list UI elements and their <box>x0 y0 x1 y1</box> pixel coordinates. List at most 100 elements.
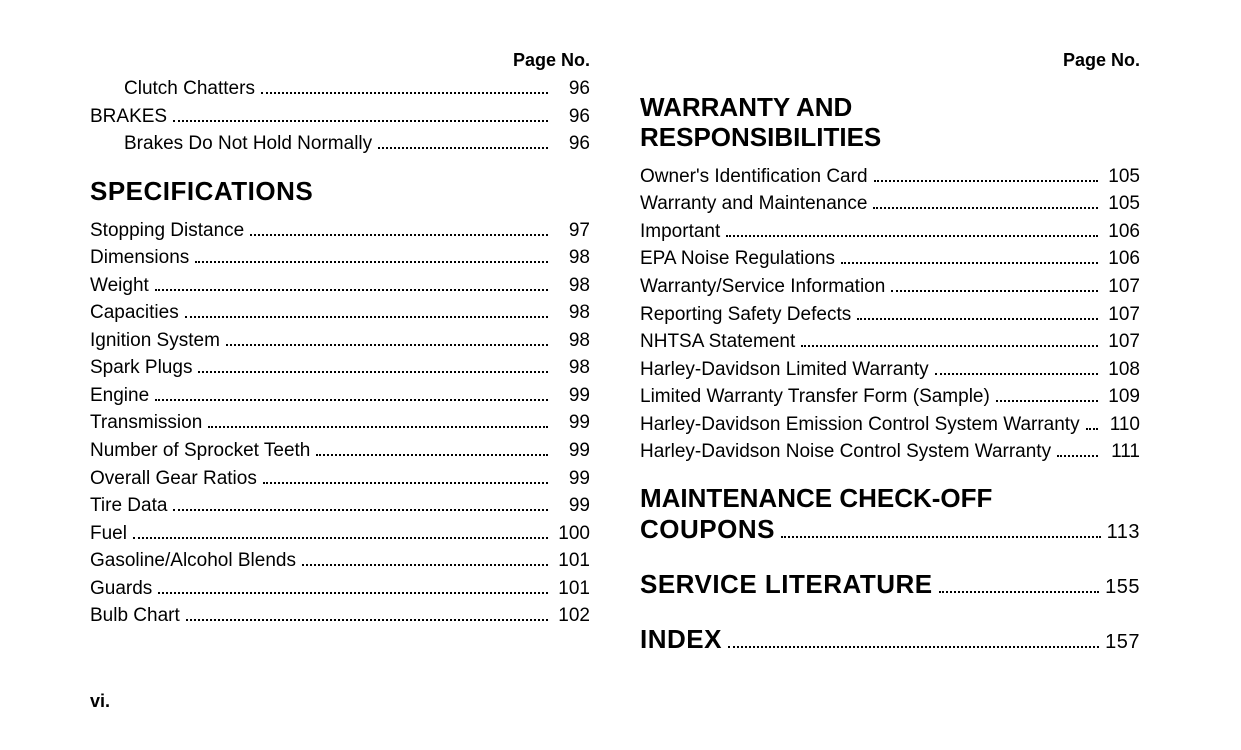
toc-page-num: 155 <box>1105 576 1140 599</box>
dot-leader <box>226 344 548 346</box>
dot-leader <box>185 316 548 318</box>
toc-page-num: 105 <box>1104 190 1140 218</box>
toc-line: Harley-Davidson Limited Warranty108 <box>640 356 1140 384</box>
toc-line: Fuel100 <box>90 520 590 548</box>
toc-label: Important <box>640 218 720 246</box>
toc-page-num: 98 <box>554 327 590 355</box>
dot-leader <box>263 482 548 484</box>
dot-leader <box>155 289 548 291</box>
toc-label: Bulb Chart <box>90 602 180 630</box>
toc-page-num: 107 <box>1104 273 1140 301</box>
toc-line: Engine 99 <box>90 382 590 410</box>
dot-leader <box>935 373 1098 375</box>
dot-leader <box>857 318 1098 320</box>
toc-line: Transmission 99 <box>90 409 590 437</box>
dot-leader <box>155 399 548 401</box>
dot-leader <box>1057 455 1098 457</box>
toc-page-num: 102 <box>554 602 590 630</box>
toc-page-num: 110 <box>1104 411 1140 439</box>
warranty-heading-line1: WARRANTY AND <box>640 92 852 122</box>
toc-line: Warranty and Maintenance 105 <box>640 190 1140 218</box>
toc-label: Limited Warranty Transfer Form (Sample) <box>640 383 990 411</box>
toc-line: Bulb Chart 102 <box>90 602 590 630</box>
toc-label: Reporting Safety Defects <box>640 301 851 329</box>
toc-page-num: 106 <box>1104 245 1140 273</box>
dot-leader <box>158 592 548 594</box>
warranty-heading-line2: RESPONSIBILITIES <box>640 122 881 152</box>
toc-page-num: 99 <box>554 409 590 437</box>
dot-leader <box>198 371 548 373</box>
dot-leader <box>316 454 548 456</box>
toc-label: Transmission <box>90 409 202 437</box>
toc-label: Engine <box>90 382 149 410</box>
dot-leader <box>728 646 1099 648</box>
toc-page-num: 96 <box>554 103 590 131</box>
service-literature-heading: SERVICE LITERATURE 155 <box>640 569 1140 600</box>
right-column: Page No. WARRANTY AND RESPONSIBILITIES O… <box>640 50 1140 750</box>
toc-line: Important 106 <box>640 218 1140 246</box>
warranty-heading: WARRANTY AND RESPONSIBILITIES <box>640 93 1140 153</box>
toc-label: Clutch Chatters <box>124 75 255 103</box>
toc-label: Spark Plugs <box>90 354 192 382</box>
maintenance-heading-line2: COUPONS <box>640 514 775 545</box>
toc-label: Harley-Davidson Emission Control System … <box>640 411 1080 439</box>
toc-line: Harley-Davidson Noise Control System War… <box>640 438 1140 466</box>
toc-line: Stopping Distance97 <box>90 217 590 245</box>
toc-page-num: 98 <box>554 244 590 272</box>
dot-leader <box>250 234 548 236</box>
dot-leader <box>891 290 1098 292</box>
dot-leader <box>208 426 548 428</box>
toc-line: Reporting Safety Defects107 <box>640 301 1140 329</box>
toc-label: NHTSA Statement <box>640 328 795 356</box>
toc-line: Ignition System 98 <box>90 327 590 355</box>
toc-page-num: 96 <box>554 75 590 103</box>
toc-line: Harley-Davidson Emission Control System … <box>640 411 1140 439</box>
toc-label: Guards <box>90 575 152 603</box>
toc-label: Harley-Davidson Limited Warranty <box>640 356 929 384</box>
dot-leader <box>378 147 548 149</box>
toc-line: NHTSA Statement 107 <box>640 328 1140 356</box>
toc-label: Owner's Identification Card <box>640 163 868 191</box>
toc-label: Ignition System <box>90 327 220 355</box>
toc-line: Weight 98 <box>90 272 590 300</box>
dot-leader <box>261 92 548 94</box>
toc-page-num: 98 <box>554 272 590 300</box>
toc-page-num: 111 <box>1104 438 1140 466</box>
toc-page-num: 99 <box>554 382 590 410</box>
toc-page-num: 97 <box>554 217 590 245</box>
toc-line: Brakes Do Not Hold Normally 96 <box>90 130 590 158</box>
toc-page-num: 96 <box>554 130 590 158</box>
toc-label: Number of Sprocket Teeth <box>90 437 310 465</box>
toc-page-num: 107 <box>1104 328 1140 356</box>
toc-line: Overall Gear Ratios 99 <box>90 465 590 493</box>
dot-leader <box>186 619 548 621</box>
maintenance-heading-row: COUPONS 113 <box>640 514 1140 545</box>
toc-page-num: 99 <box>554 437 590 465</box>
dot-leader <box>939 591 1099 593</box>
toc-page-num: 99 <box>554 465 590 493</box>
maintenance-heading: MAINTENANCE CHECK-OFF <box>640 484 1140 514</box>
toc-page-num: 157 <box>1105 631 1140 654</box>
toc-line: EPA Noise Regulations 106 <box>640 245 1140 273</box>
toc-page: Page No. Clutch Chatters 96 BRAKES 96 Br… <box>0 0 1241 750</box>
toc-page-num: 98 <box>554 299 590 327</box>
toc-line: Limited Warranty Transfer Form (Sample) 1… <box>640 383 1140 411</box>
toc-line: Number of Sprocket Teeth 99 <box>90 437 590 465</box>
dot-leader <box>801 345 1098 347</box>
toc-page-num: 109 <box>1104 383 1140 411</box>
toc-label: EPA Noise Regulations <box>640 245 835 273</box>
toc-label: Overall Gear Ratios <box>90 465 257 493</box>
toc-label: Capacities <box>90 299 179 327</box>
toc-page-num: 106 <box>1104 218 1140 246</box>
toc-line: Clutch Chatters 96 <box>90 75 590 103</box>
maintenance-heading-line1: MAINTENANCE CHECK-OFF <box>640 483 992 513</box>
dot-leader <box>874 180 1098 182</box>
toc-page-num: 113 <box>1107 521 1140 544</box>
toc-line: Dimensions98 <box>90 244 590 272</box>
toc-label: Harley-Davidson Noise Control System War… <box>640 438 1051 466</box>
toc-label: Warranty/Service Information <box>640 273 885 301</box>
toc-label: Weight <box>90 272 149 300</box>
toc-page-num: 101 <box>554 575 590 603</box>
toc-label: Warranty and Maintenance <box>640 190 867 218</box>
index-heading: INDEX 157 <box>640 624 1140 655</box>
